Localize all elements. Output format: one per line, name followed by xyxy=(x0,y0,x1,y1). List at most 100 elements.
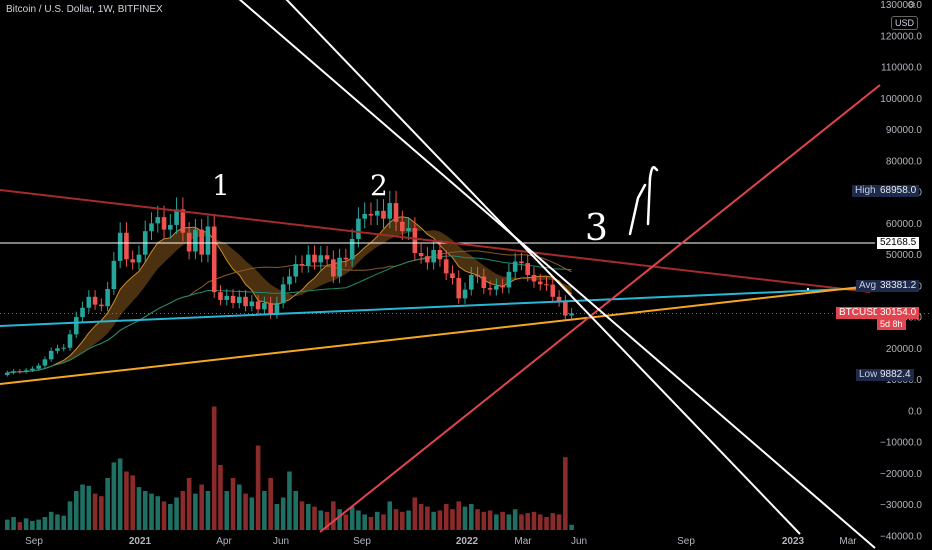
volume-bar xyxy=(224,491,230,530)
volume-bar xyxy=(23,518,29,530)
volume-bar xyxy=(318,510,324,530)
volume-bar xyxy=(230,478,236,530)
volume-bar xyxy=(155,496,161,530)
candle-body xyxy=(117,232,123,261)
candle-body xyxy=(393,203,399,222)
candle-body xyxy=(243,296,248,307)
volume-bar xyxy=(368,517,374,530)
volume-bar xyxy=(36,519,41,530)
volume-bar xyxy=(86,485,92,530)
candle-body xyxy=(494,285,499,290)
candle-body xyxy=(180,209,186,233)
candle-body xyxy=(537,281,543,285)
candle-body xyxy=(324,255,330,260)
candle-body xyxy=(381,210,386,219)
symbol-tag: BTCUSD xyxy=(836,307,884,319)
volume-bar xyxy=(168,504,173,530)
volume-bar xyxy=(487,510,493,530)
volume-bar xyxy=(337,509,342,530)
candle-body xyxy=(136,254,142,263)
volume-bar xyxy=(324,511,330,530)
candle-body xyxy=(274,303,280,314)
candle-body xyxy=(23,370,29,372)
volume-bar xyxy=(293,491,299,530)
volume-bar xyxy=(161,501,167,530)
candle-body xyxy=(525,263,531,275)
volume-bar xyxy=(111,462,117,530)
up-arrow-annotation xyxy=(628,165,659,236)
candle-body xyxy=(30,368,35,371)
candle-body xyxy=(168,224,173,230)
candle-body xyxy=(519,261,524,264)
white-trend-line-2 xyxy=(285,0,801,535)
volume-bar xyxy=(42,517,48,530)
candle-body xyxy=(462,289,468,299)
price-tick-label: 0.0 xyxy=(908,406,922,417)
volume-bar xyxy=(205,491,211,530)
volume-bar xyxy=(255,445,261,530)
volume-bar xyxy=(105,478,110,530)
candle-body xyxy=(305,254,311,266)
price-tick-label: −30000.0 xyxy=(880,500,922,511)
volume-bar xyxy=(48,511,54,530)
wave-3-annotation: 3 xyxy=(585,208,608,249)
volume-bar xyxy=(362,514,367,530)
candle-body xyxy=(186,232,192,252)
volume-bar xyxy=(136,487,142,530)
time-tick-label: 2023 xyxy=(782,536,805,547)
volume-bar xyxy=(92,493,98,530)
candle-body xyxy=(443,259,449,274)
candle-body xyxy=(67,334,73,348)
low-label: Low xyxy=(856,369,881,381)
volume-bar xyxy=(331,501,336,530)
candle-body xyxy=(506,271,512,288)
time-tick-label: 2022 xyxy=(456,536,479,547)
candle-body xyxy=(544,284,549,286)
time-tick-label: Apr xyxy=(216,536,232,547)
ma-line-slow xyxy=(7,255,572,374)
volume-bar xyxy=(506,514,512,530)
candle-body xyxy=(48,350,54,360)
candle-body xyxy=(42,359,48,366)
candle-body xyxy=(556,296,562,302)
time-tick-label: Jun xyxy=(571,536,587,547)
volume-bar xyxy=(468,504,474,530)
volume-bar xyxy=(544,517,549,530)
time-tick-label: Sep xyxy=(677,536,695,547)
candle-body xyxy=(80,307,85,318)
volume-bar xyxy=(305,504,311,530)
price-tick-label: 120000.0 xyxy=(880,31,922,42)
price-tick-label: −40000.0 xyxy=(880,531,922,542)
volume-bar xyxy=(262,491,267,530)
candle-body xyxy=(218,292,223,300)
candle-body xyxy=(368,214,374,216)
volume-bar xyxy=(406,510,411,530)
candle-body xyxy=(268,303,273,314)
candle-body xyxy=(349,239,355,260)
candle-body xyxy=(569,313,574,316)
volume-bar xyxy=(11,517,16,530)
currency-badge[interactable]: USD xyxy=(891,16,919,30)
volume-bar xyxy=(412,497,418,530)
candle-body xyxy=(99,304,104,307)
volume-bar xyxy=(249,497,255,530)
candle-body xyxy=(374,210,380,216)
volume-bar xyxy=(437,510,443,530)
volume-bar xyxy=(236,484,242,530)
volume-bar xyxy=(174,497,179,530)
candle-body xyxy=(550,284,556,297)
settings-gear-icon[interactable]: ⚙ xyxy=(907,0,916,11)
volume-bar xyxy=(519,514,524,530)
volume-bar xyxy=(180,491,186,530)
candle-body xyxy=(563,301,568,316)
candle-body xyxy=(92,296,98,305)
volume-bar xyxy=(450,509,455,530)
candle-body xyxy=(174,209,179,225)
time-tick-label: Sep xyxy=(25,536,43,547)
volume-bar xyxy=(356,510,361,530)
candle-body xyxy=(124,232,129,260)
volume-bar xyxy=(349,506,355,530)
candle-body xyxy=(356,218,361,239)
price-tick-label: 80000.0 xyxy=(886,156,923,167)
